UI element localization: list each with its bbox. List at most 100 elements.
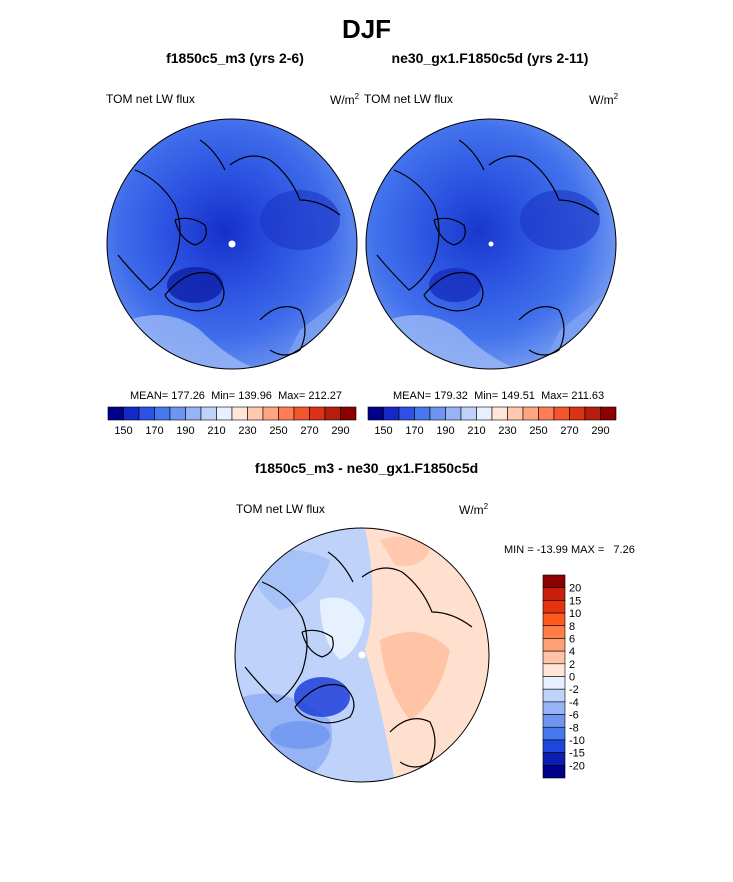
panel-3-stats: MIN = -13.99 MAX = 7.26 — [504, 544, 635, 556]
panel-1-colorbar-tick-label: 210 — [207, 425, 225, 437]
panel-2-colorbar-swatch — [398, 406, 415, 421]
panel-2-colorbar-swatch — [538, 406, 555, 421]
panel-1-colorbar-swatch — [216, 406, 233, 421]
panel-3-colorbar-swatch — [542, 663, 566, 677]
panel-3-variable-label: TOM net LW flux — [236, 502, 325, 516]
panel-2-colorbar-tick-label: 150 — [374, 425, 392, 437]
panel-3-colorbar-swatch — [542, 676, 566, 690]
panel-3-title: f1850c5_m3 - ne30_gx1.F1850c5d — [254, 460, 479, 476]
panel-3-units: W/m2 — [459, 502, 489, 517]
panel-3-colorbar-swatch — [542, 574, 566, 588]
panel-2-colorbar-swatch — [476, 406, 493, 421]
panel-1-colorbar-tick-label: 150 — [114, 425, 132, 437]
panel-2-colorbar-swatch — [414, 406, 431, 421]
panel-1-units: W/m2 — [330, 92, 360, 107]
panel-1-colorbar-swatch — [200, 406, 217, 421]
panel-3-colorbar-tick-label: 2 — [569, 659, 575, 671]
panel-3-colorbar-tick-label: 4 — [569, 646, 575, 658]
panel-2-colorbar-swatch — [507, 406, 524, 421]
panel-3-colorbar-swatch — [542, 726, 566, 741]
panel-2-colorbar-swatch — [367, 406, 384, 421]
panel-3-colorbar-tick-label: -4 — [569, 697, 579, 709]
panel-1-colorbar-swatch — [231, 406, 248, 421]
panel-1-colorbar-tick-label: 230 — [238, 425, 256, 437]
panel-2-stats: MEAN= 179.32 Min= 149.51 Max= 211.63 — [393, 390, 605, 402]
panel-2-units: W/m2 — [589, 92, 619, 107]
panel-3-colorbar-swatch — [542, 650, 566, 665]
panel-2-colorbar: 150 170 190 210 230 250 270 290 — [367, 406, 617, 437]
panel-1-colorbar-swatch — [340, 406, 357, 421]
panel-2-colorbar-swatch — [445, 406, 462, 421]
panel-3-colorbar-swatch — [542, 701, 566, 715]
panel-2-colorbar-tick-label: 190 — [436, 425, 454, 437]
main-title: DJF — [341, 14, 392, 44]
panel-3-pole-marker — [358, 651, 366, 659]
panel-3-colorbar-tick-label: -20 — [569, 760, 585, 772]
panel-3-colorbar-swatch — [542, 638, 566, 652]
panel-2-coastlines — [376, 139, 600, 356]
panel-1-colorbar-tick-label: 170 — [145, 425, 163, 437]
panel-2-colorbar-swatch — [584, 406, 601, 421]
panel-2-colorbar-swatch — [429, 406, 446, 421]
panel-3-colorbar-tick-label: -6 — [569, 710, 579, 722]
panel-1-stats: MEAN= 177.26 Min= 139.96 Max= 212.27 — [130, 390, 342, 402]
panel-2-map-border — [365, 118, 617, 370]
panel-3-colorbar-swatch — [542, 752, 566, 766]
panel-1-colorbar-swatch — [185, 406, 202, 421]
panel-1-coastlines — [117, 139, 341, 356]
panel-2-colorbar-tick-label: 290 — [591, 425, 609, 437]
panel-1-pole-marker — [228, 240, 236, 248]
panel-3-colorbar-swatch — [542, 625, 566, 639]
panel-3-colorbar-tick-label: -8 — [569, 722, 579, 734]
panel-3-colorbar-tick-label: 15 — [569, 595, 581, 607]
panel-1-colorbar-swatch — [278, 406, 295, 421]
panel-2-colorbar-swatch — [383, 406, 400, 421]
panel-2-map — [365, 118, 617, 370]
panel-2-variable-label: TOM net LW flux — [364, 92, 453, 106]
panel-3-colorbar-swatch — [542, 765, 566, 779]
panel-2-title: ne30_gx1.F1850c5d (yrs 2-11) — [391, 50, 589, 66]
panel-1-colorbar-swatch — [262, 406, 279, 421]
panel-2-colorbar-swatch — [460, 406, 477, 421]
panel-3-colorbar-swatch — [542, 714, 566, 728]
panel-2-colorbar-tick-label: 250 — [529, 425, 547, 437]
panel-2-colorbar-swatch — [553, 406, 570, 421]
panel-1-colorbar-swatch — [107, 406, 124, 421]
panel-2-colorbar-tick-label: 210 — [467, 425, 485, 437]
panel-1-colorbar-swatch — [309, 406, 326, 421]
panel-1-title: f1850c5_m3 (yrs 2-6) — [166, 50, 304, 66]
panel-1-colorbar-tick-label: 270 — [300, 425, 318, 437]
panel-3-colorbar-tick-label: 20 — [569, 583, 581, 595]
panel-3-colorbar-tick-label: 8 — [569, 621, 575, 633]
panel-1-colorbar-swatch — [324, 406, 341, 421]
panel-2-colorbar-swatch — [491, 406, 508, 421]
panel-3-colorbar-tick-label: -2 — [569, 684, 579, 696]
panel-3-map-border — [234, 527, 490, 783]
panel-3-colorbar-swatch — [542, 612, 566, 627]
panel-1-colorbar-swatch — [293, 406, 310, 421]
panel-2-colorbar-swatch — [600, 406, 617, 421]
panel-3-colorbar-tick-label: -15 — [569, 748, 585, 760]
panel-2-colorbar-tick-label: 230 — [498, 425, 516, 437]
panel-1-colorbar-swatch — [123, 406, 140, 421]
panel-1-colorbar-tick-label: 190 — [176, 425, 194, 437]
panel-2-colorbar-tick-label: 170 — [405, 425, 423, 437]
panel-1-colorbar-tick-label: 290 — [331, 425, 349, 437]
panel-2-colorbar-swatch — [569, 406, 586, 421]
panel-3-colorbar-swatch — [542, 739, 566, 753]
panel-1-colorbar-swatch — [138, 406, 155, 421]
panel-2-colorbar-swatch — [522, 406, 539, 421]
panel-1-colorbar-swatch — [247, 406, 264, 421]
panel-2-pole-marker — [488, 241, 494, 247]
panel-3-map — [234, 527, 490, 783]
panel-1-colorbar-swatch — [169, 406, 186, 421]
panel-3-colorbar-tick-label: 0 — [569, 672, 575, 684]
panel-1-map — [106, 118, 358, 370]
panel-3-colorbar-tick-label: 10 — [569, 608, 581, 620]
panel-1-map-border — [106, 118, 358, 370]
panel-3-colorbar-swatch — [542, 600, 566, 614]
panel-1-variable-label: TOM net LW flux — [106, 92, 195, 106]
panel-3-colorbar-swatch — [542, 587, 566, 601]
